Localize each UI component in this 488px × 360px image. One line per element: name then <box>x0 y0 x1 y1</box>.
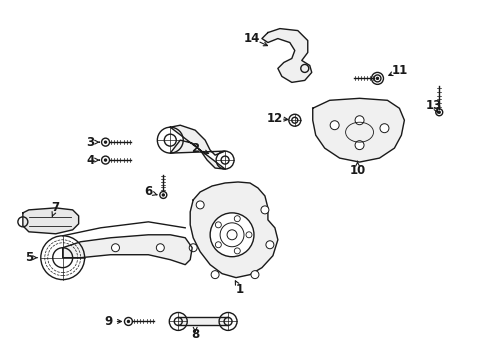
Text: 9: 9 <box>104 315 112 328</box>
Text: 1: 1 <box>236 283 244 296</box>
Text: 5: 5 <box>25 251 33 264</box>
Circle shape <box>127 320 129 323</box>
Circle shape <box>354 116 363 125</box>
Text: 10: 10 <box>349 163 365 176</box>
Polygon shape <box>312 98 404 162</box>
Circle shape <box>329 121 339 130</box>
Circle shape <box>162 194 164 196</box>
Text: 4: 4 <box>86 154 95 167</box>
Circle shape <box>245 232 251 238</box>
Circle shape <box>234 216 240 222</box>
Text: 12: 12 <box>266 112 283 125</box>
Circle shape <box>196 201 203 209</box>
Polygon shape <box>62 235 192 265</box>
Circle shape <box>261 206 268 214</box>
Circle shape <box>250 271 259 279</box>
Polygon shape <box>190 182 277 278</box>
Text: 14: 14 <box>244 32 260 45</box>
Circle shape <box>211 271 219 279</box>
Circle shape <box>104 159 106 161</box>
Circle shape <box>265 241 273 249</box>
Text: 6: 6 <box>144 185 152 198</box>
Polygon shape <box>170 125 224 169</box>
Circle shape <box>215 242 221 248</box>
Circle shape <box>234 248 240 254</box>
Circle shape <box>189 244 197 252</box>
Polygon shape <box>262 28 311 82</box>
Circle shape <box>104 141 106 143</box>
Circle shape <box>376 77 378 80</box>
Text: 7: 7 <box>52 201 60 215</box>
Text: 2: 2 <box>191 141 199 155</box>
Circle shape <box>215 222 221 228</box>
Text: 11: 11 <box>390 64 407 77</box>
Circle shape <box>379 124 388 133</box>
Circle shape <box>437 111 439 113</box>
Circle shape <box>111 244 119 252</box>
Circle shape <box>354 141 363 150</box>
Circle shape <box>210 213 253 257</box>
Polygon shape <box>23 208 79 234</box>
Text: 13: 13 <box>425 99 442 112</box>
Circle shape <box>156 244 164 252</box>
Text: 3: 3 <box>86 136 95 149</box>
Text: 8: 8 <box>191 328 199 341</box>
Polygon shape <box>178 318 227 325</box>
